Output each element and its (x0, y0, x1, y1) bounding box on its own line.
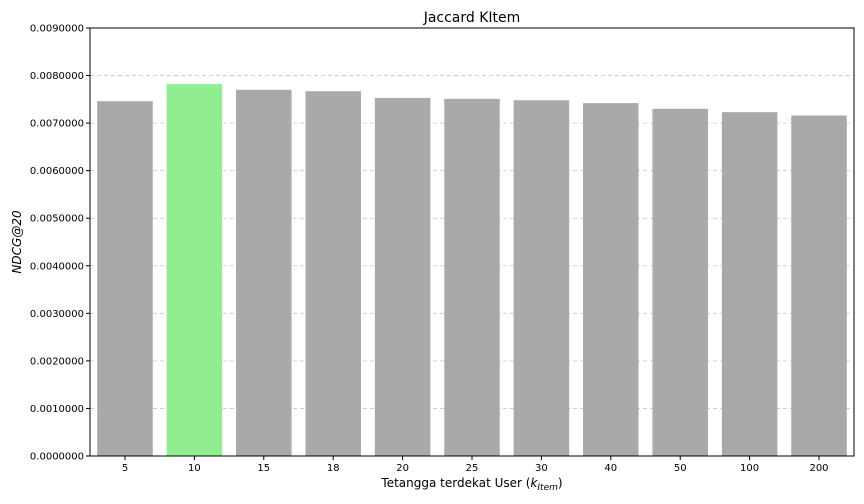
x-tick-label: 30 (535, 463, 548, 474)
y-tick-label: 0.0010000 (30, 404, 84, 415)
x-tick-label: 20 (396, 463, 409, 474)
x-tick-label: 5 (122, 463, 128, 474)
x-tick-label: 40 (604, 463, 617, 474)
bar-40 (583, 103, 639, 456)
y-tick-label: 0.0050000 (30, 214, 84, 225)
bar-100 (721, 112, 778, 456)
y-axis-ticks: 0.0000000 0.0010000 0.0020000 0.0030000 0.00… (30, 24, 90, 463)
y-axis-label: NDCG@20 (10, 210, 24, 274)
x-tick-label: 100 (740, 463, 759, 474)
chart-title: Jaccard KItem (423, 10, 521, 26)
y-tick-label: 0.0070000 (30, 119, 84, 130)
x-axis-ticks: 5 10 15 18 20 25 30 40 50 100 200 (122, 456, 829, 474)
x-axis-label-suffix: ) (558, 476, 563, 490)
bar-25 (444, 98, 500, 456)
y-tick-label: 0.0030000 (30, 309, 84, 320)
x-axis-label: Tetangga terdekat User (kItem) (380, 476, 562, 493)
x-tick-label: 200 (809, 463, 828, 474)
bar-18 (305, 91, 361, 456)
x-axis-label-text: Tetangga terdekat User ( (380, 476, 530, 490)
x-tick-label: 50 (674, 463, 687, 474)
y-tick-label: 0.0090000 (30, 24, 84, 35)
bar-10 (166, 84, 223, 457)
bar-15 (236, 89, 292, 457)
y-tick-label: 0.0000000 (30, 452, 84, 463)
bar-30 (513, 100, 570, 456)
y-tick-label: 0.0060000 (30, 166, 84, 177)
y-tick-label: 0.0040000 (30, 261, 84, 272)
y-tick-label: 0.0080000 (30, 71, 84, 82)
x-axis-label-subscript: Item (537, 483, 558, 493)
bar-5 (97, 101, 153, 456)
bar-50 (652, 108, 708, 456)
x-axis-label-math: k (530, 476, 538, 490)
bars (97, 84, 847, 457)
x-tick-label: 25 (466, 463, 479, 474)
x-tick-label: 10 (188, 463, 201, 474)
y-tick-label: 0.0020000 (30, 356, 84, 367)
x-tick-label: 18 (327, 463, 340, 474)
bar-20 (374, 97, 431, 456)
bar-200 (791, 115, 847, 456)
x-tick-label: 15 (257, 463, 270, 474)
